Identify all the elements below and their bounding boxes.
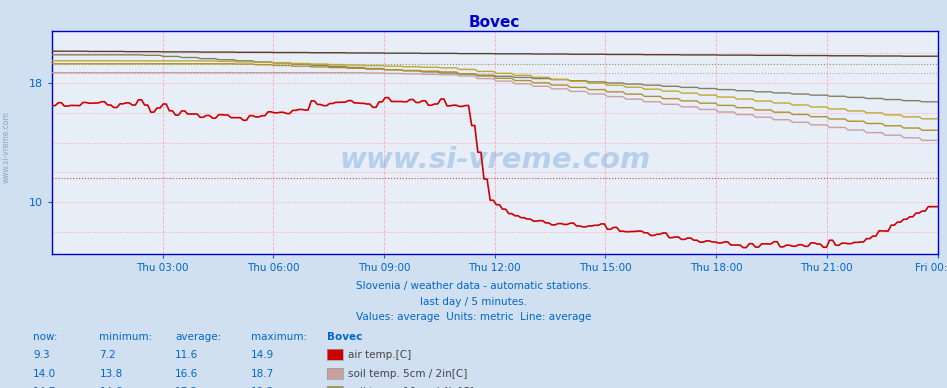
Text: 19.3: 19.3	[251, 387, 275, 388]
Text: 13.8: 13.8	[99, 369, 123, 379]
Text: last day / 5 minutes.: last day / 5 minutes.	[420, 296, 527, 307]
Text: soil temp. 5cm / 2in[C]: soil temp. 5cm / 2in[C]	[348, 369, 467, 379]
Text: 7.2: 7.2	[99, 350, 116, 360]
Text: www.si-vreme.com: www.si-vreme.com	[2, 111, 11, 184]
Text: soil temp. 10cm / 4in[C]: soil temp. 10cm / 4in[C]	[348, 387, 474, 388]
Title: Bovec: Bovec	[469, 15, 521, 30]
Text: Values: average  Units: metric  Line: average: Values: average Units: metric Line: aver…	[356, 312, 591, 322]
Text: 9.3: 9.3	[33, 350, 50, 360]
Text: 14.6: 14.6	[99, 387, 123, 388]
Text: air temp.[C]: air temp.[C]	[348, 350, 411, 360]
Text: 14.0: 14.0	[33, 369, 56, 379]
Text: now:: now:	[33, 331, 58, 341]
Text: Slovenia / weather data - automatic stations.: Slovenia / weather data - automatic stat…	[356, 281, 591, 291]
Text: maximum:: maximum:	[251, 331, 307, 341]
Text: 14.7: 14.7	[33, 387, 57, 388]
Text: Bovec: Bovec	[327, 331, 362, 341]
Text: www.si-vreme.com: www.si-vreme.com	[339, 146, 651, 175]
Text: minimum:: minimum:	[99, 331, 152, 341]
Text: 11.6: 11.6	[175, 350, 199, 360]
Text: 18.7: 18.7	[251, 369, 275, 379]
Text: 17.2: 17.2	[175, 387, 199, 388]
Text: 16.6: 16.6	[175, 369, 199, 379]
Text: average:: average:	[175, 331, 222, 341]
Text: 14.9: 14.9	[251, 350, 275, 360]
